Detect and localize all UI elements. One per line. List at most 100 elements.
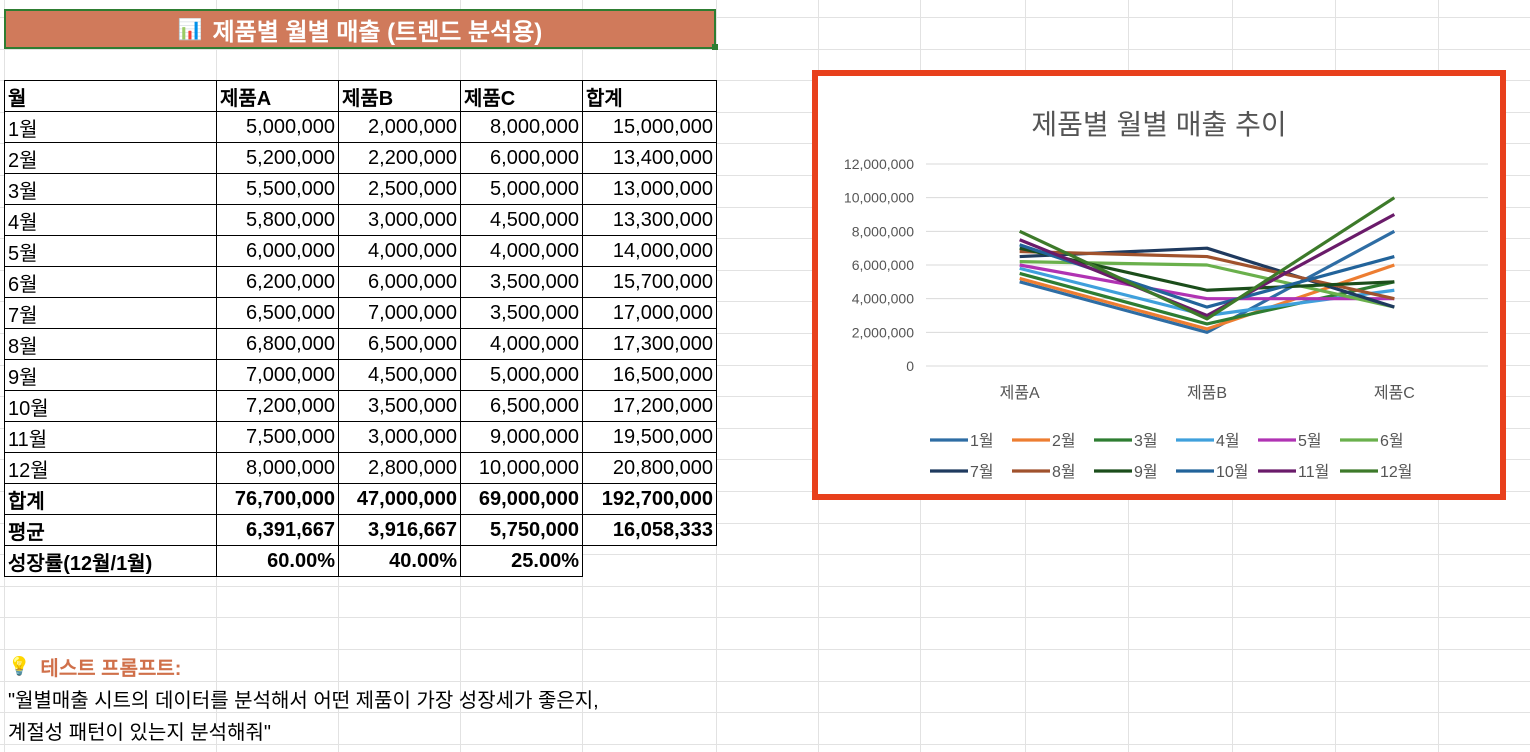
table-cell[interactable]: 성장률(12월/1월)	[4, 545, 217, 577]
sheet-title-banner[interactable]: 📊 제품별 월별 매출 (트렌드 분석용)	[4, 9, 716, 49]
table-cell[interactable]: 10월	[4, 390, 217, 422]
table-cell[interactable]: 6,391,667	[216, 514, 339, 546]
table-cell[interactable]: 8,000,000	[460, 111, 583, 143]
legend-label: 12월	[1380, 463, 1413, 481]
table-cell[interactable]: 16,058,333	[582, 514, 717, 546]
table-cell[interactable]: 16,500,000	[582, 359, 717, 391]
grid-row-line	[0, 681, 1530, 682]
table-cell[interactable]: 합계	[582, 80, 717, 112]
x-tick-label: 제품A	[1000, 384, 1040, 402]
grid-row-line	[0, 112, 1530, 113]
table-cell[interactable]: 4,000,000	[460, 328, 583, 360]
grid-row-line	[0, 238, 1530, 239]
table-cell[interactable]: 4,500,000	[338, 359, 461, 391]
table-cell[interactable]: 6,500,000	[460, 390, 583, 422]
grid-row-line	[0, 491, 1530, 492]
table-cell[interactable]: 17,000,000	[582, 297, 717, 329]
table-cell[interactable]: 3,000,000	[338, 421, 461, 453]
table-cell[interactable]: 5,750,000	[460, 514, 583, 546]
table-cell[interactable]: 7,000,000	[338, 297, 461, 329]
table-cell[interactable]: 60.00%	[216, 545, 339, 577]
legend-label: 4월	[1216, 432, 1240, 450]
y-tick-label: 6,000,000	[852, 257, 914, 273]
table-cell[interactable]: 평균	[4, 514, 217, 546]
table-cell[interactable]: 5,000,000	[460, 173, 583, 205]
table-cell[interactable]: 15,700,000	[582, 266, 717, 298]
table-cell[interactable]: 5,200,000	[216, 142, 339, 174]
table-cell[interactable]: 9월	[4, 359, 217, 391]
table-cell[interactable]: 13,300,000	[582, 204, 717, 236]
table-cell[interactable]: 13,400,000	[582, 142, 717, 174]
table-cell[interactable]: 6,000,000	[460, 142, 583, 174]
table-cell[interactable]: 3,000,000	[338, 204, 461, 236]
table-cell[interactable]: 6,500,000	[338, 328, 461, 360]
table-cell[interactable]: 69,000,000	[460, 483, 583, 515]
table-cell[interactable]: 19,500,000	[582, 421, 717, 453]
line-chart[interactable]: 제품별 월별 매출 추이 0 2,000,000 4,000,000 6,000,000…	[812, 70, 1506, 500]
selection-fill-handle[interactable]	[712, 44, 718, 50]
table-cell[interactable]: 47,000,000	[338, 483, 461, 515]
table-cell[interactable]: 5,800,000	[216, 204, 339, 236]
table-cell[interactable]: 5,000,000	[216, 111, 339, 143]
table-cell[interactable]: 25.00%	[460, 545, 583, 577]
prompt-text-line-1[interactable]: "월별매출 시트의 데이터를 분석해서 어떤 제품이 가장 성장세가 좋은지,	[8, 690, 599, 712]
grid-row-line	[0, 333, 1530, 334]
table-cell[interactable]: 6,000,000	[216, 235, 339, 267]
bar-chart-icon: 📊	[177, 18, 203, 41]
legend-label: 9월	[1134, 463, 1158, 481]
table-cell[interactable]: 2월	[4, 142, 217, 174]
table-cell[interactable]: 월	[4, 80, 217, 112]
table-header-row: 월 제품A 제품B 제품C 합계	[4, 80, 717, 112]
table-cell[interactable]: 11월	[4, 421, 217, 453]
table-cell[interactable]: 20,800,000	[582, 452, 717, 484]
table-cell[interactable]: 15,000,000	[582, 111, 717, 143]
table-cell[interactable]: 6,500,000	[216, 297, 339, 329]
table-cell[interactable]: 3,500,000	[460, 266, 583, 298]
table-cell[interactable]: 5월	[4, 235, 217, 267]
table-cell[interactable]: 17,300,000	[582, 328, 717, 360]
table-cell[interactable]: 4,000,000	[338, 235, 461, 267]
table-cell[interactable]: 8월	[4, 328, 217, 360]
table-cell[interactable]: 7,200,000	[216, 390, 339, 422]
series-line	[1019, 263, 1395, 301]
table-cell[interactable]: 6월	[4, 266, 217, 298]
table-cell[interactable]: 3,500,000	[338, 390, 461, 422]
table-cell[interactable]: 3,916,667	[338, 514, 461, 546]
table-cell[interactable]: 6,000,000	[338, 266, 461, 298]
table-cell[interactable]: 7,500,000	[216, 421, 339, 453]
chart-title: 제품별 월별 매출 추이	[1031, 109, 1286, 140]
table-cell[interactable]: 제품C	[460, 80, 583, 112]
table-cell[interactable]: 제품A	[216, 80, 339, 112]
table-cell[interactable]: 합계	[4, 483, 217, 515]
table-cell[interactable]: 7,000,000	[216, 359, 339, 391]
table-cell[interactable]: 12월	[4, 452, 217, 484]
table-cell[interactable]: 3,500,000	[460, 297, 583, 329]
table-cell[interactable]: 6,800,000	[216, 328, 339, 360]
table-cell[interactable]: 2,200,000	[338, 142, 461, 174]
table-cell[interactable]: 192,700,000	[582, 483, 717, 515]
table-cell[interactable]: 제품B	[338, 80, 461, 112]
table-cell[interactable]: 1월	[4, 111, 217, 143]
table-cell[interactable]: 7월	[4, 297, 217, 329]
table-cell[interactable]: 13,000,000	[582, 173, 717, 205]
sheet-title: 제품별 월별 매출 (트렌드 분석용)	[212, 18, 543, 46]
table-cell[interactable]: 3월	[4, 173, 217, 205]
table-cell[interactable]: 5,000,000	[460, 359, 583, 391]
table-cell[interactable]: 17,200,000	[582, 390, 717, 422]
table-cell[interactable]: 8,000,000	[216, 452, 339, 484]
table-cell[interactable]: 2,800,000	[338, 452, 461, 484]
table-cell[interactable]: 2,000,000	[338, 111, 461, 143]
table-cell[interactable]: 4월	[4, 204, 217, 236]
table-cell[interactable]: 9,000,000	[460, 421, 583, 453]
prompt-text-line-2[interactable]: 계절성 패턴이 있는지 분석해줘"	[8, 722, 271, 744]
table-cell[interactable]: 10,000,000	[460, 452, 583, 484]
table-cell[interactable]: 14,000,000	[582, 235, 717, 267]
table-cell[interactable]: 76,700,000	[216, 483, 339, 515]
table-cell[interactable]: 5,500,000	[216, 173, 339, 205]
grid-row-line	[0, 712, 1530, 713]
table-cell[interactable]: 40.00%	[338, 545, 461, 577]
table-cell[interactable]: 4,500,000	[460, 204, 583, 236]
table-cell[interactable]: 2,500,000	[338, 173, 461, 205]
table-cell[interactable]: 6,200,000	[216, 266, 339, 298]
table-cell[interactable]: 4,000,000	[460, 235, 583, 267]
